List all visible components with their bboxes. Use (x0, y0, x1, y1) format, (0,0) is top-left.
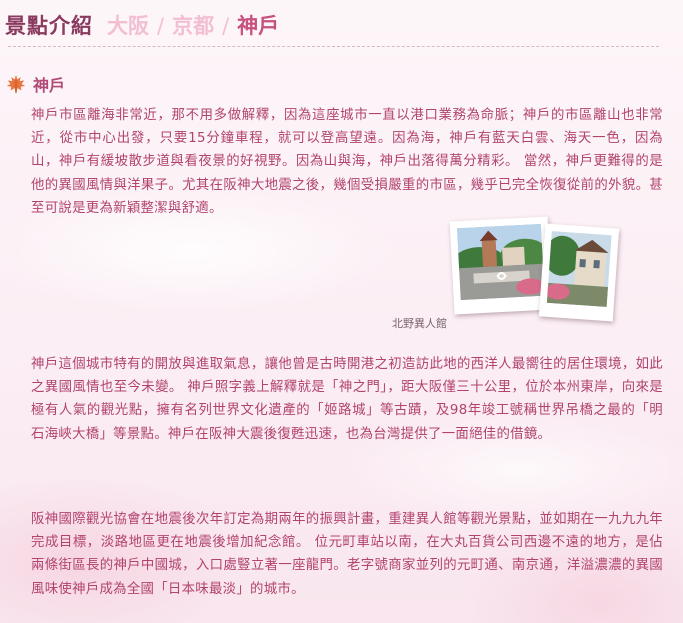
photo-kitano-ijinkan-1 (449, 216, 553, 315)
paragraph-1: 神戶市區離海非常近，那不用多做解釋，因為這座城市一直以港口業務為命脈；神戶的市區… (31, 108, 663, 216)
tab-kobe[interactable]: 神戶 (237, 14, 280, 38)
photo-kitano-ijinkan-2 (538, 223, 620, 322)
page-title: 景點介紹 (5, 14, 93, 38)
photo-caption: 北野異人館 (392, 317, 447, 330)
paragraph-3: 阪神國際觀光協會在地震後次年訂定為期兩年的振興計畫，重建異人館等觀光景點，並如期… (31, 512, 663, 597)
paragraph-2: 神戶這個城市特有的開放與進取氣息，讓他曾是古時開港之初造訪此地的西洋人最嚮往的居… (31, 357, 663, 442)
tab-separator: / (222, 14, 230, 38)
header-divider (8, 46, 659, 47)
maple-leaf-icon (6, 74, 26, 94)
tab-separator: / (157, 14, 165, 38)
tab-kyoto[interactable]: 京都 (172, 14, 215, 38)
section-title: 神戶 (33, 76, 66, 95)
tab-osaka[interactable]: 大阪 (107, 14, 149, 38)
page-header: 景點介紹 大阪 / 京都 / 神戶 (5, 10, 279, 40)
section-heading: 神戶 (5, 72, 65, 96)
